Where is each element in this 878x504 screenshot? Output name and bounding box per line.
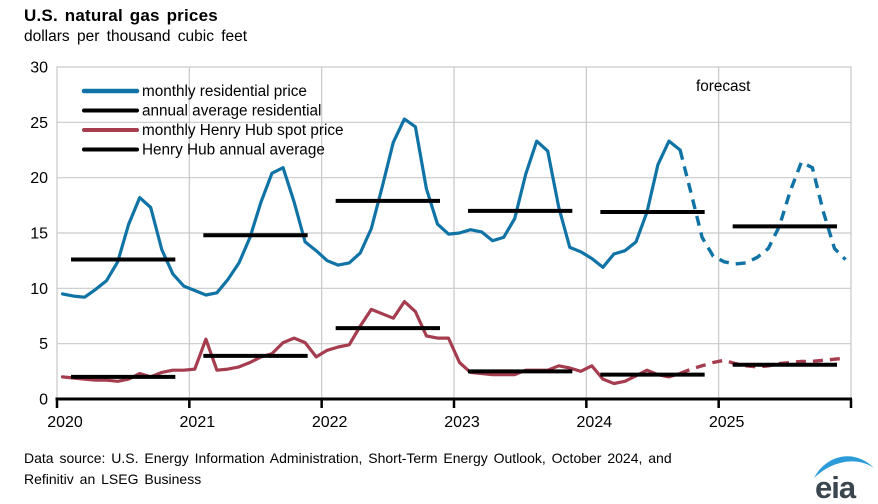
eia-logo: eia xyxy=(814,456,874,502)
y-tick-label: 5 xyxy=(39,336,48,353)
x-tick-label: 2025 xyxy=(709,414,745,431)
y-tick-label: 0 xyxy=(39,392,48,409)
series-line-monthly-henry-hub-spot-price xyxy=(60,300,682,386)
eia-logo-swoosh-icon xyxy=(814,456,874,478)
legend-label-monthly-residential-price: monthly residential price xyxy=(142,83,307,100)
y-tick-label: 25 xyxy=(30,115,48,132)
eia-logo-text: eia xyxy=(815,470,857,502)
data-source-note: Data source: U.S. Energy Information Adm… xyxy=(24,450,672,487)
y-tick-label: 30 xyxy=(30,60,48,77)
y-tick-label: 15 xyxy=(30,226,48,243)
x-tick-label: 2020 xyxy=(47,414,83,431)
legend-label-henry-hub-annual-average: Henry Hub annual average xyxy=(142,142,325,159)
page-title: U.S. natural gas prices xyxy=(24,6,218,25)
x-tick-label: 2023 xyxy=(444,414,480,431)
legend-label-annual-average-residential: annual average residential xyxy=(142,103,321,120)
y-tick-label: 20 xyxy=(30,170,48,187)
x-tick-label: 2021 xyxy=(180,414,216,431)
chart-units-subtitle: dollars per thousand cubic feet xyxy=(24,28,248,45)
x-tick-label: 2022 xyxy=(312,414,348,431)
legend-label-monthly-henry-hub-spot-price: monthly Henry Hub spot price xyxy=(142,122,344,139)
x-tick-label: 2024 xyxy=(577,414,613,431)
series-line-forecast-monthly-residential-price xyxy=(678,149,847,266)
y-tick-label: 10 xyxy=(30,281,48,298)
forecast-label: forecast xyxy=(696,78,751,95)
